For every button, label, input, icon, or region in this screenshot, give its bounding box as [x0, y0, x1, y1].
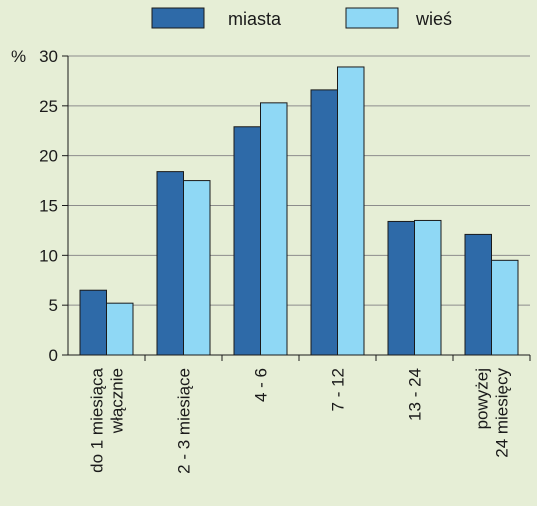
legend-swatch-miasta	[151, 7, 205, 29]
bar-wies-2	[260, 102, 288, 356]
legend-label-miasta: miasta	[228, 9, 282, 29]
x-category-label: 24 miesięcy	[493, 368, 512, 458]
x-category-label-group: 4 - 6	[252, 368, 271, 402]
x-category-labels: do 1 miesiąca włącznie 2 - 3 miesiące 4 - 6…	[88, 367, 512, 473]
bar-wies-3	[337, 66, 365, 356]
axes	[62, 55, 531, 361]
bar-miasta-0	[79, 289, 107, 356]
x-category-label: 13 - 24	[406, 368, 425, 421]
x-category-label-group: powyżej 24 miesięcy	[473, 368, 512, 458]
legend-swatch-wies	[345, 7, 399, 29]
bar-wies-1	[183, 180, 211, 356]
y-tick-label: 30	[39, 47, 58, 66]
bar-miasta-3	[310, 89, 338, 356]
x-category-label: 4 - 6	[252, 368, 271, 402]
x-category-label-group: 2 - 3 miesiące	[175, 368, 194, 474]
y-tick-label: 15	[39, 197, 58, 216]
y-tick-label: 0	[49, 346, 58, 365]
x-category-label: do 1 miesiąca	[88, 367, 107, 472]
bar-miasta-2	[233, 126, 261, 356]
x-category-label: włącznie	[108, 368, 127, 434]
x-category-label: 2 - 3 miesiące	[175, 368, 194, 474]
bar-wies-5	[491, 259, 519, 356]
y-tick-label: 10	[39, 246, 58, 265]
x-category-label-group: do 1 miesiąca włącznie	[88, 367, 127, 472]
bar-miasta-5	[464, 233, 492, 356]
y-tick-label: 5	[49, 296, 58, 315]
bar-miasta-1	[156, 171, 184, 356]
bar-wies-0	[106, 302, 134, 356]
y-tick-labels: 0 5 10 15 20 25 30	[39, 47, 58, 365]
x-category-label-group: 7 - 12	[329, 368, 348, 411]
bars	[79, 66, 519, 356]
y-tick-label: 25	[39, 97, 58, 116]
x-category-label-group: 13 - 24	[406, 368, 425, 421]
legend-label-wies: wieś	[415, 9, 452, 29]
y-axis-unit: %	[11, 47, 26, 66]
x-category-label: powyżej	[473, 368, 492, 429]
gridlines	[68, 55, 530, 306]
legend: miasta wieś	[151, 7, 452, 29]
x-category-label: 7 - 12	[329, 368, 348, 411]
bar-miasta-4	[387, 220, 415, 356]
bar-wies-4	[414, 219, 442, 356]
y-tick-label: 20	[39, 147, 58, 166]
